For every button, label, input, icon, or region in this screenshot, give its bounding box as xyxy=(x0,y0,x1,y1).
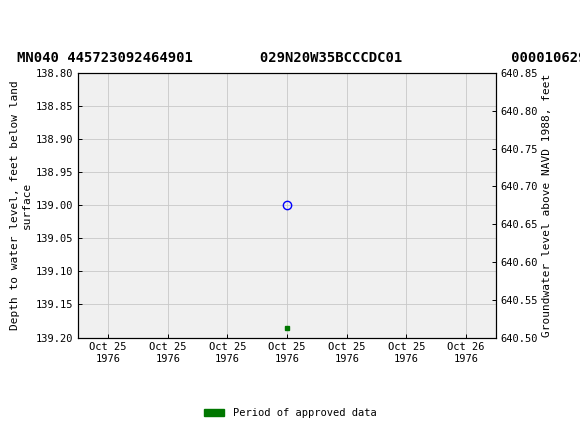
Text: MN040 445723092464901        029N20W35BCCCDC01             0000106296: MN040 445723092464901 029N20W35BCCCDC01 … xyxy=(17,51,580,64)
Text: USGS: USGS xyxy=(44,13,103,32)
Y-axis label: Groundwater level above NAVD 1988, feet: Groundwater level above NAVD 1988, feet xyxy=(542,74,552,337)
Legend: Period of approved data: Period of approved data xyxy=(200,404,380,423)
Y-axis label: Depth to water level, feet below land
surface: Depth to water level, feet below land su… xyxy=(10,80,32,330)
